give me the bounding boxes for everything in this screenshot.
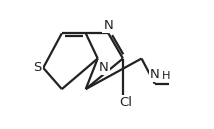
Text: N: N <box>150 68 160 81</box>
Text: Cl: Cl <box>119 96 132 109</box>
Text: N: N <box>103 19 113 32</box>
Text: H: H <box>162 71 170 81</box>
Text: N: N <box>99 61 109 74</box>
Text: S: S <box>34 61 42 74</box>
